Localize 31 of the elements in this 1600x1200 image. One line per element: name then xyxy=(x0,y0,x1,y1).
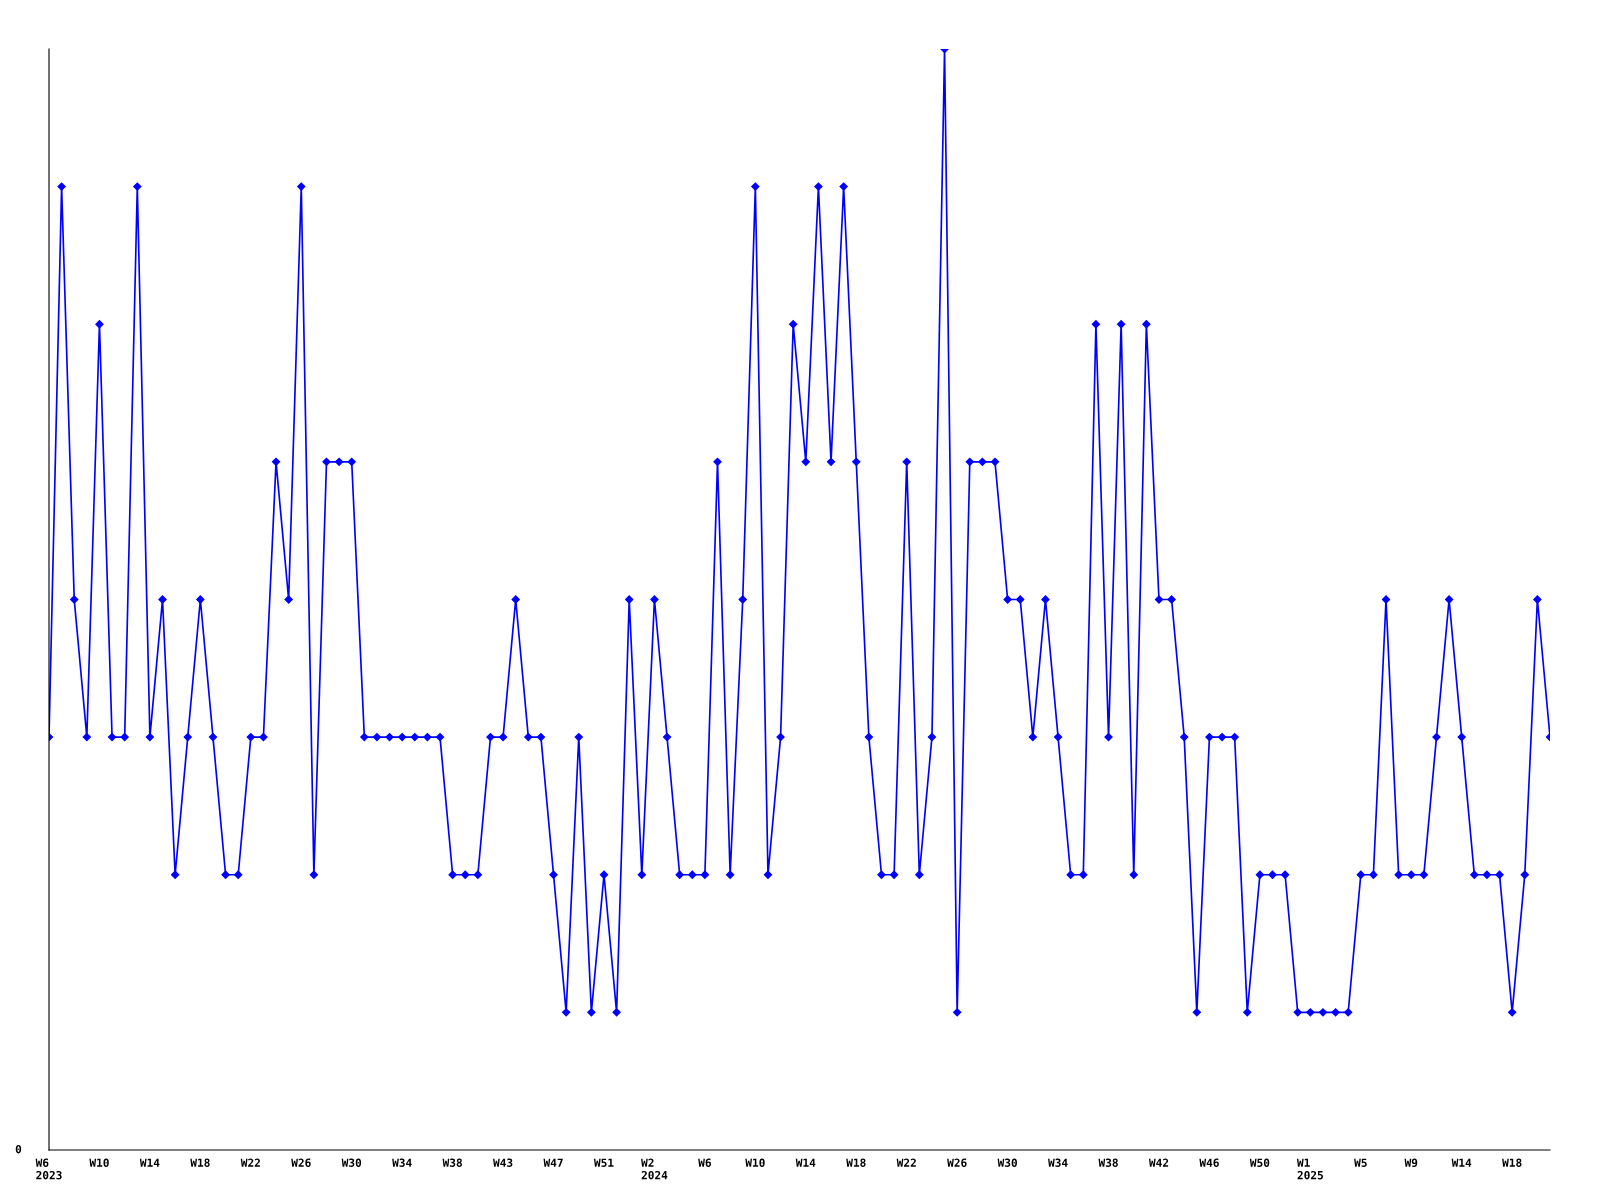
x-tick-label: W51 xyxy=(593,1158,614,1167)
x-tick-label: W34 xyxy=(1048,1158,1068,1167)
x-tick-label: W6 xyxy=(698,1158,711,1167)
x-tick-label: W14 xyxy=(795,1158,816,1167)
x-tick-label: W38 xyxy=(1098,1158,1118,1167)
x-tick-label: W10 xyxy=(745,1158,765,1167)
x-tick-label: W38 xyxy=(442,1158,462,1167)
x-tick-label: W50 xyxy=(1249,1158,1270,1167)
x-tick-label: W22 xyxy=(896,1158,916,1167)
x-tick-label: W26 xyxy=(291,1158,311,1167)
x-tick-label: W22 xyxy=(240,1158,260,1167)
x-tick-label: W5 xyxy=(1354,1158,1367,1167)
x-tick-label: W46 xyxy=(1199,1158,1219,1167)
x-tick-label: W6 2023 xyxy=(35,1158,62,1180)
x-tick-label: W1 2025 xyxy=(1296,1158,1323,1180)
x-tick-label: W14 xyxy=(1451,1158,1472,1167)
x-tick-label: W14 xyxy=(139,1158,160,1167)
x-tick-label: W42 xyxy=(1148,1158,1169,1167)
x-tick-label: W18 xyxy=(846,1158,866,1167)
x-tick-label: W30 xyxy=(997,1158,1017,1167)
x-tick-label: W47 xyxy=(543,1158,563,1167)
x-tick-label: W26 xyxy=(947,1158,967,1167)
x-tick-label: W18 xyxy=(1502,1158,1522,1167)
x-tick-label: W43 xyxy=(493,1158,513,1167)
x-tick-label: W34 xyxy=(392,1158,412,1167)
x-tick-label: W10 xyxy=(89,1158,109,1167)
x-tick-label: W9 xyxy=(1404,1158,1418,1167)
x-tick-label: W30 xyxy=(341,1158,362,1167)
x-tick-label: W2 2024 xyxy=(641,1158,668,1180)
text: 0 xyxy=(15,1145,22,1154)
x-tick-label: W18 xyxy=(190,1158,210,1167)
